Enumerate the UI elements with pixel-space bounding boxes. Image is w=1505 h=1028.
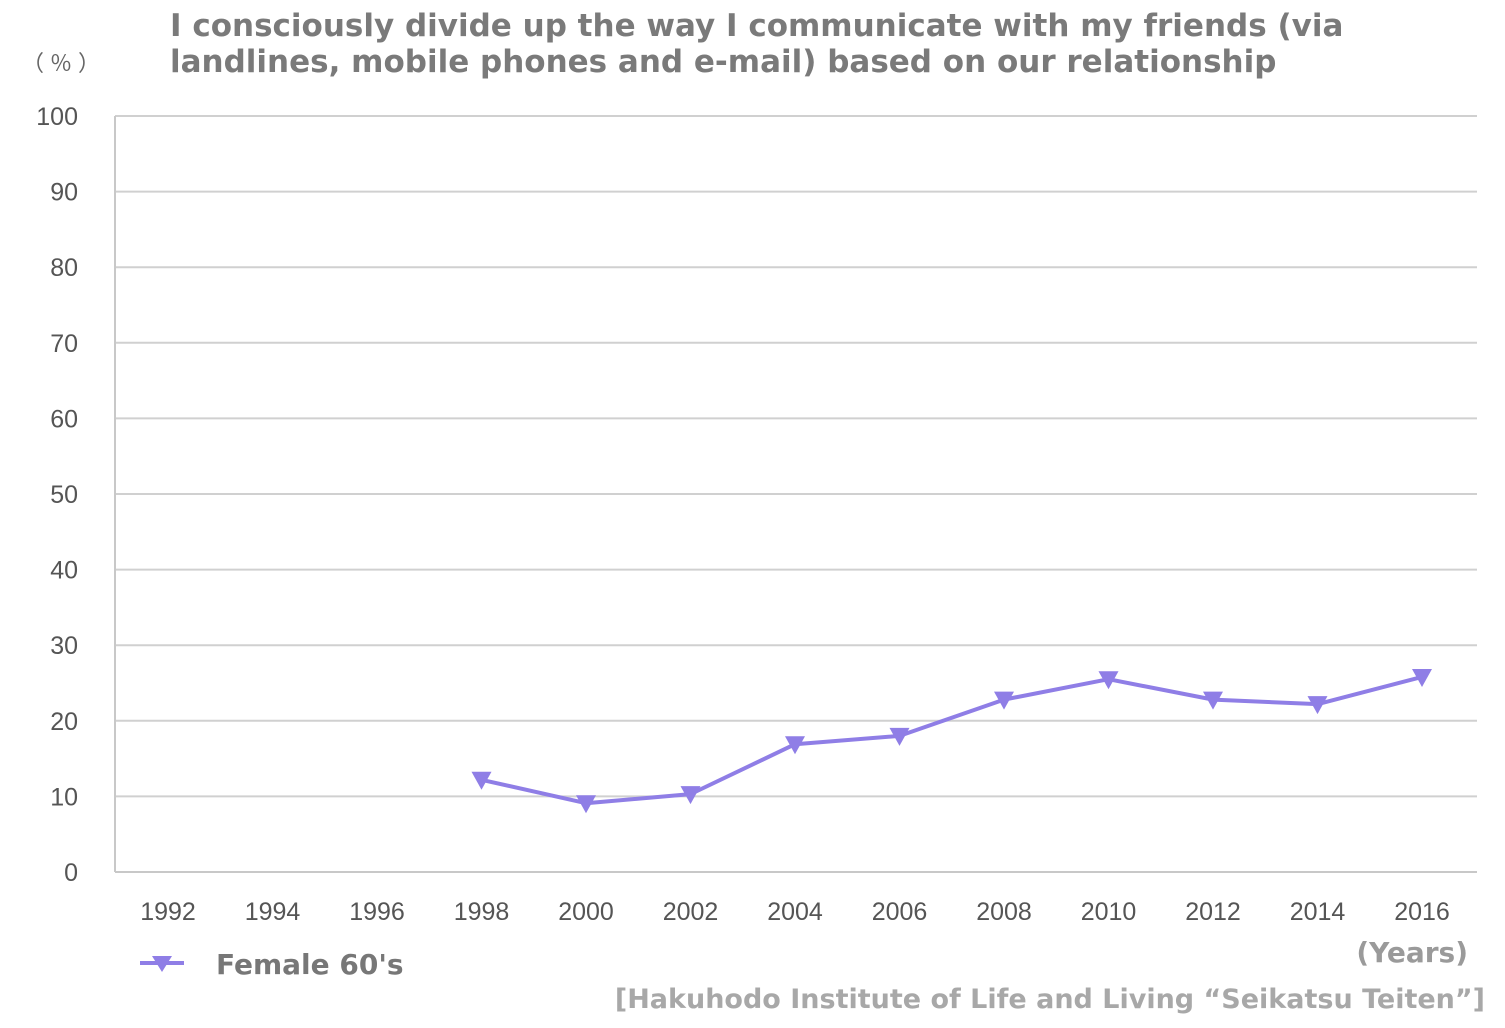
y-tick-label: 90	[50, 179, 78, 207]
y-tick-label: 50	[50, 481, 78, 509]
x-tick-labels: 1992 1994 1996 1998 2000 2002 2004 2006 2008 2010…	[140, 898, 1450, 926]
x-axis-unit-label: (Years)	[1356, 936, 1468, 969]
chart-title: I consciously divide up the way I commun…	[170, 8, 1344, 80]
x-tick-label: 2002	[663, 898, 719, 926]
data-point-marker	[680, 786, 701, 805]
x-tick-label: 2000	[558, 898, 614, 926]
y-tick-label: 70	[50, 330, 78, 358]
axes	[114, 116, 1477, 873]
y-tick-label: 100	[36, 103, 78, 131]
y-tick-labels: 0 10 20 30 40 50 60 70 80 90 100	[36, 103, 78, 887]
y-tick-label: 30	[50, 632, 78, 660]
legend: Female 60's	[140, 948, 404, 981]
y-tick-label: 60	[50, 405, 78, 433]
x-tick-label: 2012	[1185, 898, 1241, 926]
x-tick-label: 2004	[767, 898, 823, 926]
y-tick-label: 80	[50, 254, 78, 282]
gridlines	[115, 115, 1477, 798]
x-tick-label: 2010	[1081, 898, 1137, 926]
source-credit: [Hakuhodo Institute of Life and Living “…	[614, 984, 1485, 1015]
legend-label: Female 60's	[216, 948, 404, 981]
y-tick-label: 40	[50, 557, 78, 585]
x-tick-label: 2006	[872, 898, 928, 926]
x-tick-label: 1998	[454, 898, 510, 926]
data-point-marker	[1412, 668, 1432, 687]
x-tick-label: 2008	[976, 898, 1032, 926]
x-tick-label: 1994	[245, 898, 301, 926]
y-tick-label: 10	[50, 783, 78, 811]
data-point-marker	[471, 771, 492, 790]
y-tick-label: 0	[64, 859, 78, 887]
series-layer	[471, 668, 1432, 814]
data-point-marker	[1203, 691, 1223, 710]
data-point-marker	[1098, 671, 1119, 690]
x-tick-label: 1996	[349, 898, 405, 926]
data-point-marker	[889, 727, 910, 746]
data-point-marker	[576, 795, 596, 814]
data-point-marker	[785, 736, 805, 755]
x-tick-label: 2014	[1290, 898, 1346, 926]
x-tick-label: 2016	[1394, 898, 1450, 926]
data-point-marker	[994, 691, 1014, 710]
legend-marker-icon	[140, 955, 184, 972]
y-tick-label: 20	[50, 708, 78, 736]
data-point-marker	[1307, 696, 1328, 715]
x-tick-label: 1992	[140, 898, 196, 926]
series-line	[481, 675, 1423, 806]
y-axis-unit-label: （％）	[22, 52, 107, 77]
